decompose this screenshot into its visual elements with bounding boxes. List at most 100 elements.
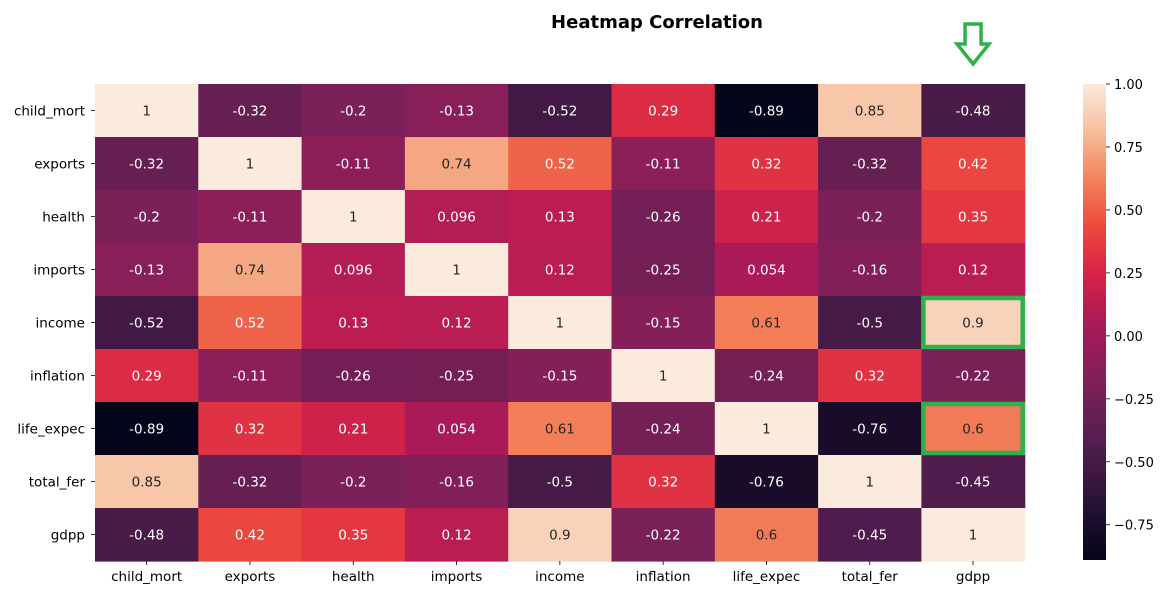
heatmap-cell xyxy=(508,243,613,297)
heatmap-cell xyxy=(508,84,613,138)
colorbar-tick-label: 0.75 xyxy=(1114,141,1143,156)
cell-value-label: 1 xyxy=(762,422,771,438)
heatmap-cell xyxy=(714,349,819,403)
heatmap-cell xyxy=(714,137,819,191)
x-tick-label: income xyxy=(535,569,584,585)
cell-value-label: -0.52 xyxy=(129,316,164,332)
cell-value-label: 0.9 xyxy=(549,528,570,544)
heatmap-cell xyxy=(818,137,922,191)
x-tick-label: total_fer xyxy=(842,569,899,585)
heatmap-cell xyxy=(714,296,819,350)
x-tick-label: health xyxy=(332,569,375,585)
cell-value-label: -0.26 xyxy=(336,369,371,385)
cell-value-label: -0.2 xyxy=(340,475,366,491)
cell-value-label: -0.16 xyxy=(439,475,474,491)
heatmap-cell xyxy=(198,455,303,509)
highlight-box xyxy=(921,295,1025,350)
cell-value-label: 0.096 xyxy=(334,263,373,279)
heatmap-cell xyxy=(921,190,1026,244)
cell-value-label: -0.11 xyxy=(336,157,371,173)
heatmap-cell xyxy=(818,84,922,138)
heatmap-cell xyxy=(714,243,819,297)
cell-value-label: -0.76 xyxy=(852,422,887,438)
cell-value-label: 0.74 xyxy=(235,263,265,279)
heatmap-cell xyxy=(611,455,716,509)
cell-value-label: -0.52 xyxy=(542,104,577,120)
cell-value-label: -0.32 xyxy=(852,157,887,173)
heatmap-cell xyxy=(611,508,716,562)
x-tick-label: child_mort xyxy=(111,569,182,585)
heatmap-cell xyxy=(404,402,509,456)
heatmap-cell xyxy=(95,296,199,350)
cell-value-label: 0.42 xyxy=(235,528,265,544)
heatmap-cell xyxy=(95,84,199,138)
heatmap-cell xyxy=(508,190,613,244)
cell-value-label: -0.2 xyxy=(857,210,883,226)
colorbar: 1.00 0.75 0.50 0.25 0.00 −0.25 −0.50 −0.75 xyxy=(1083,78,1154,560)
heatmap-cell xyxy=(611,243,716,297)
heatmap-cell xyxy=(198,402,303,456)
heatmap-cell xyxy=(95,455,199,509)
cell-value-label: -0.24 xyxy=(749,369,784,385)
heatmap-cell xyxy=(198,508,303,562)
cell-value-label: -0.25 xyxy=(439,369,474,385)
heatmap-cell xyxy=(818,349,922,403)
heatmap-cell xyxy=(301,349,406,403)
heatmap-cell xyxy=(198,243,303,297)
cell-value-label: -0.24 xyxy=(646,422,681,438)
cell-value-label: 0.32 xyxy=(751,157,781,173)
heatmap-cell xyxy=(404,190,509,244)
heatmap-cell xyxy=(508,508,613,562)
cell-value-label: 0.61 xyxy=(751,316,781,332)
heatmap-cell xyxy=(95,243,199,297)
x-tick-label: gdpp xyxy=(956,569,990,585)
heatmap-cell xyxy=(818,190,922,244)
heatmap-cells: 1 -0.32 -0.2 -0.13 -0.52 0.29 -0.89 0.85 -0.48 -0… xyxy=(95,84,1026,562)
heatmap-cell xyxy=(611,137,716,191)
heatmap-cell xyxy=(818,243,922,297)
heatmap-cell xyxy=(508,137,613,191)
cell-value-label: -0.32 xyxy=(232,104,267,120)
cell-value-label: -0.48 xyxy=(129,528,164,544)
cell-value-label: 0.6 xyxy=(756,528,777,544)
cell-value-label: 0.29 xyxy=(132,369,162,385)
heatmap-cell xyxy=(714,455,819,509)
heatmap-cell xyxy=(818,296,922,350)
heatmap-cell xyxy=(301,84,406,138)
heatmap-cell xyxy=(921,243,1026,297)
heatmap-cell xyxy=(198,296,303,350)
cell-value-label: 0.61 xyxy=(545,422,575,438)
cell-value-label: -0.32 xyxy=(129,157,164,173)
cell-value-label: -0.16 xyxy=(852,263,887,279)
chart-title: Heatmap Correlation xyxy=(551,12,763,33)
heatmap-cell xyxy=(198,349,303,403)
heatmap-cell xyxy=(95,190,199,244)
heatmap-cell xyxy=(404,508,509,562)
cell-value-label: 1 xyxy=(556,316,565,332)
cell-value-label: 0.32 xyxy=(648,475,678,491)
heatmap-cell xyxy=(611,402,716,456)
heatmap-cell xyxy=(921,296,1026,350)
heatmap-cell xyxy=(95,349,199,403)
cell-value-label: 0.054 xyxy=(747,263,786,279)
heatmap-cell xyxy=(198,137,303,191)
heatmap-cell xyxy=(95,402,199,456)
heatmap-cell xyxy=(921,84,1026,138)
cell-value-label: -0.13 xyxy=(439,104,474,120)
heatmap-cell xyxy=(404,455,509,509)
heatmap-cell xyxy=(508,455,613,509)
cell-value-label: -0.48 xyxy=(956,104,991,120)
cell-value-label: 1 xyxy=(865,475,874,491)
heatmap-cell xyxy=(714,190,819,244)
heatmap-cell xyxy=(611,296,716,350)
y-tick-label: health xyxy=(42,210,85,226)
cell-value-label: 0.13 xyxy=(545,210,575,226)
cell-value-label: 0.85 xyxy=(132,475,162,491)
heatmap-cell xyxy=(714,508,819,562)
heatmap-cell xyxy=(404,84,509,138)
heatmap-cell xyxy=(714,84,819,138)
cell-value-label: 0.32 xyxy=(855,369,885,385)
cell-value-label: 0.85 xyxy=(855,104,885,120)
heatmap-cell xyxy=(818,402,922,456)
heatmap-cell xyxy=(921,402,1026,456)
